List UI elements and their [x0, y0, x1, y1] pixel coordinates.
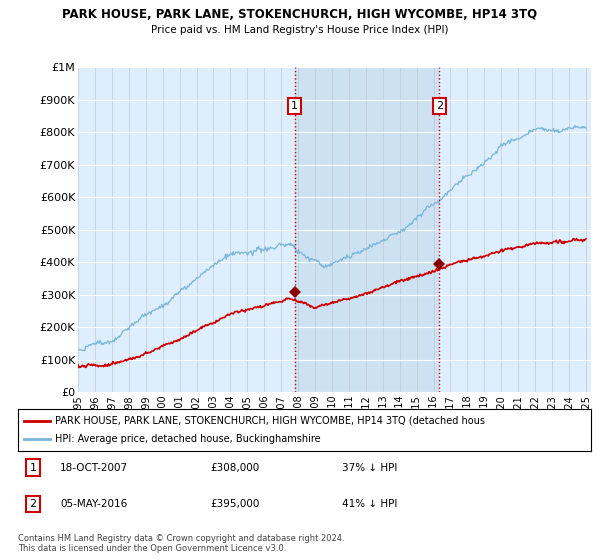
- Text: £308,000: £308,000: [210, 463, 259, 473]
- Text: PARK HOUSE, PARK LANE, STOKENCHURCH, HIGH WYCOMBE, HP14 3TQ: PARK HOUSE, PARK LANE, STOKENCHURCH, HIG…: [62, 8, 538, 21]
- Text: 37% ↓ HPI: 37% ↓ HPI: [342, 463, 397, 473]
- Text: PARK HOUSE, PARK LANE, STOKENCHURCH, HIGH WYCOMBE, HP14 3TQ (detached hous: PARK HOUSE, PARK LANE, STOKENCHURCH, HIG…: [55, 416, 485, 426]
- Bar: [295, 67, 439, 392]
- Text: 41% ↓ HPI: 41% ↓ HPI: [342, 499, 397, 509]
- Text: £395,000: £395,000: [210, 499, 259, 509]
- Text: Contains HM Land Registry data © Crown copyright and database right 2024.
This d: Contains HM Land Registry data © Crown c…: [18, 534, 344, 553]
- Text: 18-OCT-2007: 18-OCT-2007: [60, 463, 128, 473]
- Text: 2: 2: [436, 101, 443, 111]
- Text: 05-MAY-2016: 05-MAY-2016: [60, 499, 127, 509]
- Text: Price paid vs. HM Land Registry's House Price Index (HPI): Price paid vs. HM Land Registry's House …: [151, 25, 449, 35]
- Text: 1: 1: [29, 463, 37, 473]
- Text: HPI: Average price, detached house, Buckinghamshire: HPI: Average price, detached house, Buck…: [55, 434, 321, 444]
- Text: 1: 1: [291, 101, 298, 111]
- Text: 2: 2: [29, 499, 37, 509]
